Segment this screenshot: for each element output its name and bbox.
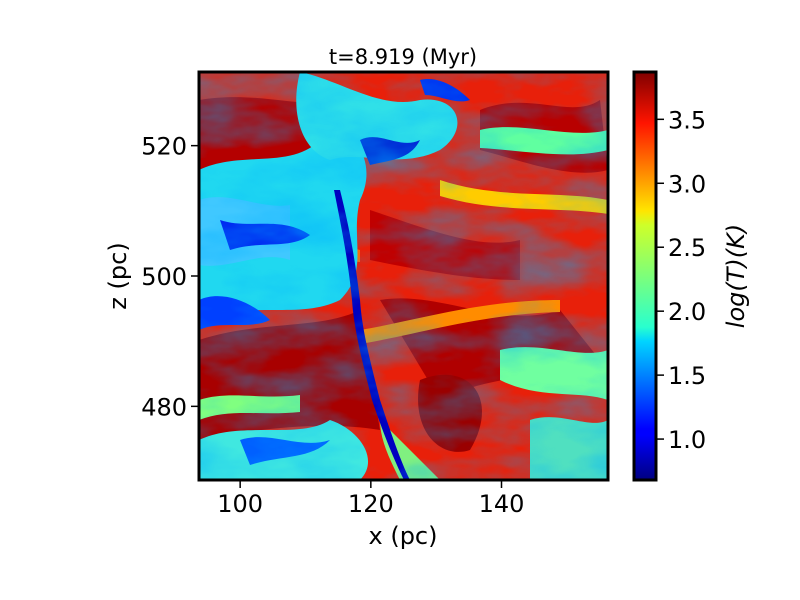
colorbar-tick-label: 2.0 <box>668 298 706 326</box>
colorbar-tick-label: 1.5 <box>668 362 706 390</box>
colorbar-ticks: 1.0 1.5 2.0 2.5 3.0 3.5 <box>656 106 706 454</box>
y-axis-label: z (pc) <box>104 242 132 309</box>
colorbar <box>632 70 658 482</box>
x-tick-label: 120 <box>348 490 394 518</box>
x-axis-ticks: 100 120 140 <box>217 480 524 518</box>
x-tick-label: 100 <box>217 490 263 518</box>
x-tick-label: 140 <box>479 490 525 518</box>
chart-title: t=8.919 (Myr) <box>329 45 477 69</box>
x-axis-label: x (pc) <box>369 522 438 550</box>
heatmap-image <box>199 72 608 480</box>
y-tick-label: 480 <box>141 393 187 421</box>
y-tick-label: 520 <box>141 133 187 161</box>
colorbar-label: log(T)(K) <box>722 224 750 328</box>
y-axis-ticks: 480 500 520 <box>141 133 199 421</box>
colorbar-tick-label: 3.0 <box>668 170 706 198</box>
colorbar-tick-label: 2.5 <box>668 234 706 262</box>
y-tick-label: 500 <box>141 263 187 291</box>
colorbar-tick-label: 3.5 <box>668 106 706 134</box>
colorbar-tick-label: 1.0 <box>668 426 706 454</box>
